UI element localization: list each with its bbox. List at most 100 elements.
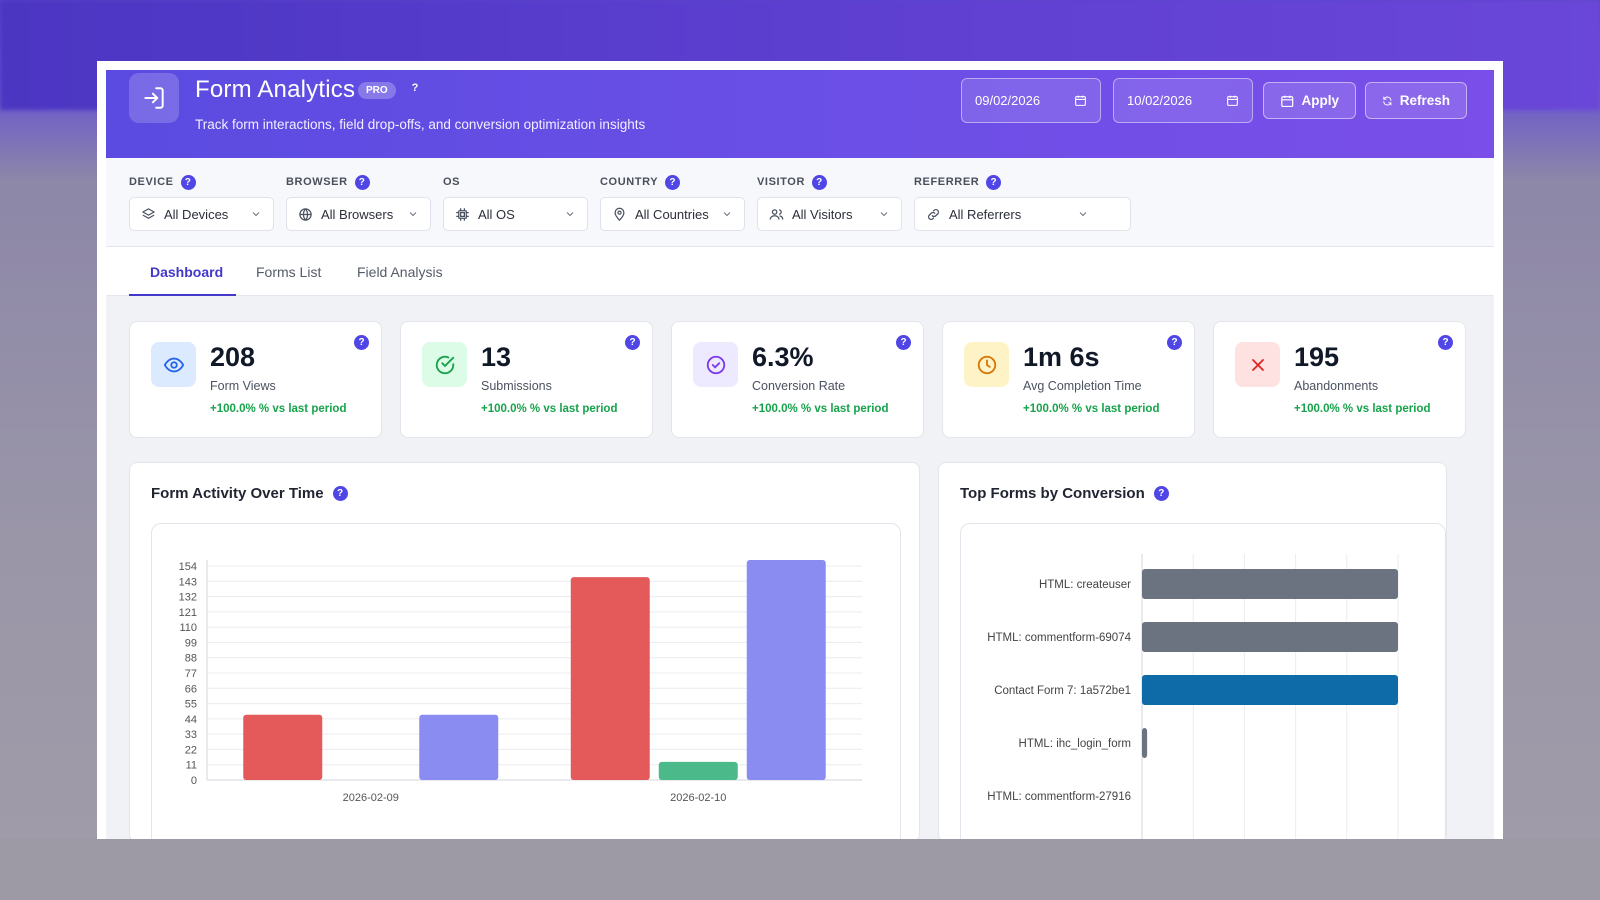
- calendar-icon[interactable]: [1226, 94, 1239, 107]
- stat-card-abandonments: 195 Abandonments +100.0% % vs last perio…: [1213, 321, 1466, 438]
- bar: [746, 560, 826, 780]
- filter-bar: DEVICE? All Devices BROWSER? All Browser…: [106, 158, 1494, 247]
- bar: [419, 714, 499, 780]
- link-icon: [928, 208, 939, 220]
- refresh-button[interactable]: Refresh: [1365, 82, 1467, 119]
- chevron-down-icon: [409, 212, 417, 217]
- y-tick-label: HTML: createuser: [1039, 579, 1131, 591]
- y-tick-label: HTML: ihc_login_form: [1019, 738, 1131, 750]
- panel-title: Form Activity Over Time: [151, 485, 324, 502]
- page-subtitle: Track form interactions, field drop-offs…: [195, 117, 646, 132]
- page-header: Form Analytics PRO ? Track form interact…: [106, 70, 1494, 158]
- help-icon[interactable]: ?: [411, 82, 419, 94]
- tab-dashboard[interactable]: Dashboard: [150, 264, 224, 280]
- browser-select-value: All Browsers: [321, 206, 394, 222]
- filter-browser: BROWSER? All Browsers: [286, 174, 431, 231]
- stat-label: Conversion Rate: [752, 379, 846, 393]
- visitor-select[interactable]: All Visitors: [757, 197, 902, 231]
- filter-os: OS All OS: [443, 174, 588, 231]
- form-login-icon: [129, 73, 179, 123]
- y-tick-label: Contact Form 7: 1a572be1: [994, 685, 1131, 697]
- help-icon[interactable]: ?: [354, 335, 369, 350]
- chevron-down-icon: [723, 212, 731, 217]
- chevron-down-icon: [1079, 212, 1087, 217]
- os-select[interactable]: All OS: [443, 197, 588, 231]
- filter-label: BROWSER: [286, 176, 348, 188]
- help-icon[interactable]: ?: [665, 174, 681, 190]
- date-to-input[interactable]: 10/02/2026: [1113, 78, 1253, 123]
- tab-bar: Dashboard Forms List Field Analysis: [106, 247, 1494, 296]
- form-activity-panel: Form Activity Over Time ? 0 11 22 33 44 55 66 7…: [129, 462, 920, 839]
- filter-country: COUNTRY? All Countries: [600, 174, 745, 231]
- bar: [1142, 728, 1148, 758]
- x-icon: [1235, 342, 1280, 387]
- calendar-icon[interactable]: [1074, 94, 1087, 107]
- stat-value: 6.3%: [752, 342, 814, 372]
- help-icon[interactable]: ?: [1167, 335, 1182, 350]
- help-icon[interactable]: ?: [896, 335, 911, 350]
- dashboard-content: 208 Form Views +100.0% % vs last period …: [106, 296, 1494, 839]
- help-icon[interactable]: ?: [1153, 486, 1169, 501]
- apply-button[interactable]: Apply: [1263, 82, 1356, 119]
- filter-label: OS: [443, 176, 461, 188]
- stat-value: 208: [210, 342, 256, 372]
- stat-value: 195: [1294, 342, 1340, 372]
- y-tick-label: 77: [185, 668, 197, 680]
- bar: [570, 577, 650, 780]
- referrer-select-value: All Referrers: [949, 206, 1022, 222]
- eye-icon: [151, 342, 196, 387]
- help-icon[interactable]: ?: [812, 174, 828, 190]
- bar: [1142, 622, 1398, 652]
- country-select-value: All Countries: [635, 206, 709, 222]
- bar: [658, 761, 738, 780]
- map-pin-icon: [614, 207, 625, 221]
- stat-value: 1m 6s: [1023, 342, 1100, 372]
- filter-device: DEVICE? All Devices: [129, 174, 274, 231]
- bar: [1142, 569, 1398, 599]
- help-icon[interactable]: ?: [332, 486, 348, 501]
- stat-label: Avg Completion Time: [1023, 379, 1142, 393]
- y-tick-label: 33: [185, 729, 197, 741]
- active-tab-indicator: [129, 294, 236, 296]
- bar: [1142, 675, 1398, 705]
- top-forms-chart-container: HTML: createuser HTML: commentform-69074 C…: [960, 523, 1446, 839]
- device-select[interactable]: All Devices: [129, 197, 274, 231]
- help-icon[interactable]: ?: [180, 174, 196, 190]
- date-to-value: 10/02/2026: [1127, 93, 1193, 108]
- apply-label: Apply: [1301, 93, 1339, 108]
- calendar-icon: [1281, 95, 1294, 107]
- chevron-down-icon: [252, 212, 260, 217]
- y-tick-label: 66: [185, 683, 197, 695]
- y-tick-label: 110: [179, 622, 197, 634]
- date-from-input[interactable]: 09/02/2026: [961, 78, 1101, 123]
- page-title: Form Analytics: [195, 76, 356, 103]
- help-icon[interactable]: ?: [986, 174, 1002, 190]
- stat-label: Abandonments: [1294, 379, 1379, 393]
- users-icon: [769, 208, 784, 220]
- help-icon[interactable]: ?: [625, 335, 640, 350]
- check-circle-icon: [422, 342, 467, 387]
- country-select[interactable]: All Countries: [600, 197, 745, 231]
- tab-field-analysis[interactable]: Field Analysis: [357, 264, 443, 280]
- chevron-down-icon: [566, 212, 574, 217]
- os-select-value: All OS: [478, 206, 515, 222]
- referrer-select[interactable]: All Referrers: [914, 197, 1131, 231]
- tab-forms-list[interactable]: Forms List: [256, 264, 322, 280]
- filter-label: DEVICE: [129, 176, 174, 188]
- y-tick-label: 154: [179, 561, 197, 573]
- y-tick-label: 143: [179, 576, 197, 588]
- x-tick-label: 2026-02-10: [670, 792, 726, 804]
- y-tick-label: 121: [179, 607, 197, 619]
- refresh-icon: [1383, 96, 1392, 105]
- x-tick-label: 2026-02-09: [343, 792, 399, 804]
- filter-label: COUNTRY: [600, 176, 659, 188]
- analytics-content: Form Analytics PRO ? Track form interact…: [106, 70, 1494, 839]
- stat-card-avg-completion: 1m 6s Avg Completion Time +100.0% % vs l…: [942, 321, 1195, 438]
- stat-change: +100.0% % vs last period: [1294, 403, 1431, 415]
- y-tick-label: 0: [191, 775, 197, 787]
- browser-select[interactable]: All Browsers: [286, 197, 431, 231]
- stat-change: +100.0% % vs last period: [752, 403, 889, 415]
- globe-icon: [299, 207, 312, 221]
- help-icon[interactable]: ?: [1438, 335, 1453, 350]
- help-icon[interactable]: ?: [354, 174, 370, 190]
